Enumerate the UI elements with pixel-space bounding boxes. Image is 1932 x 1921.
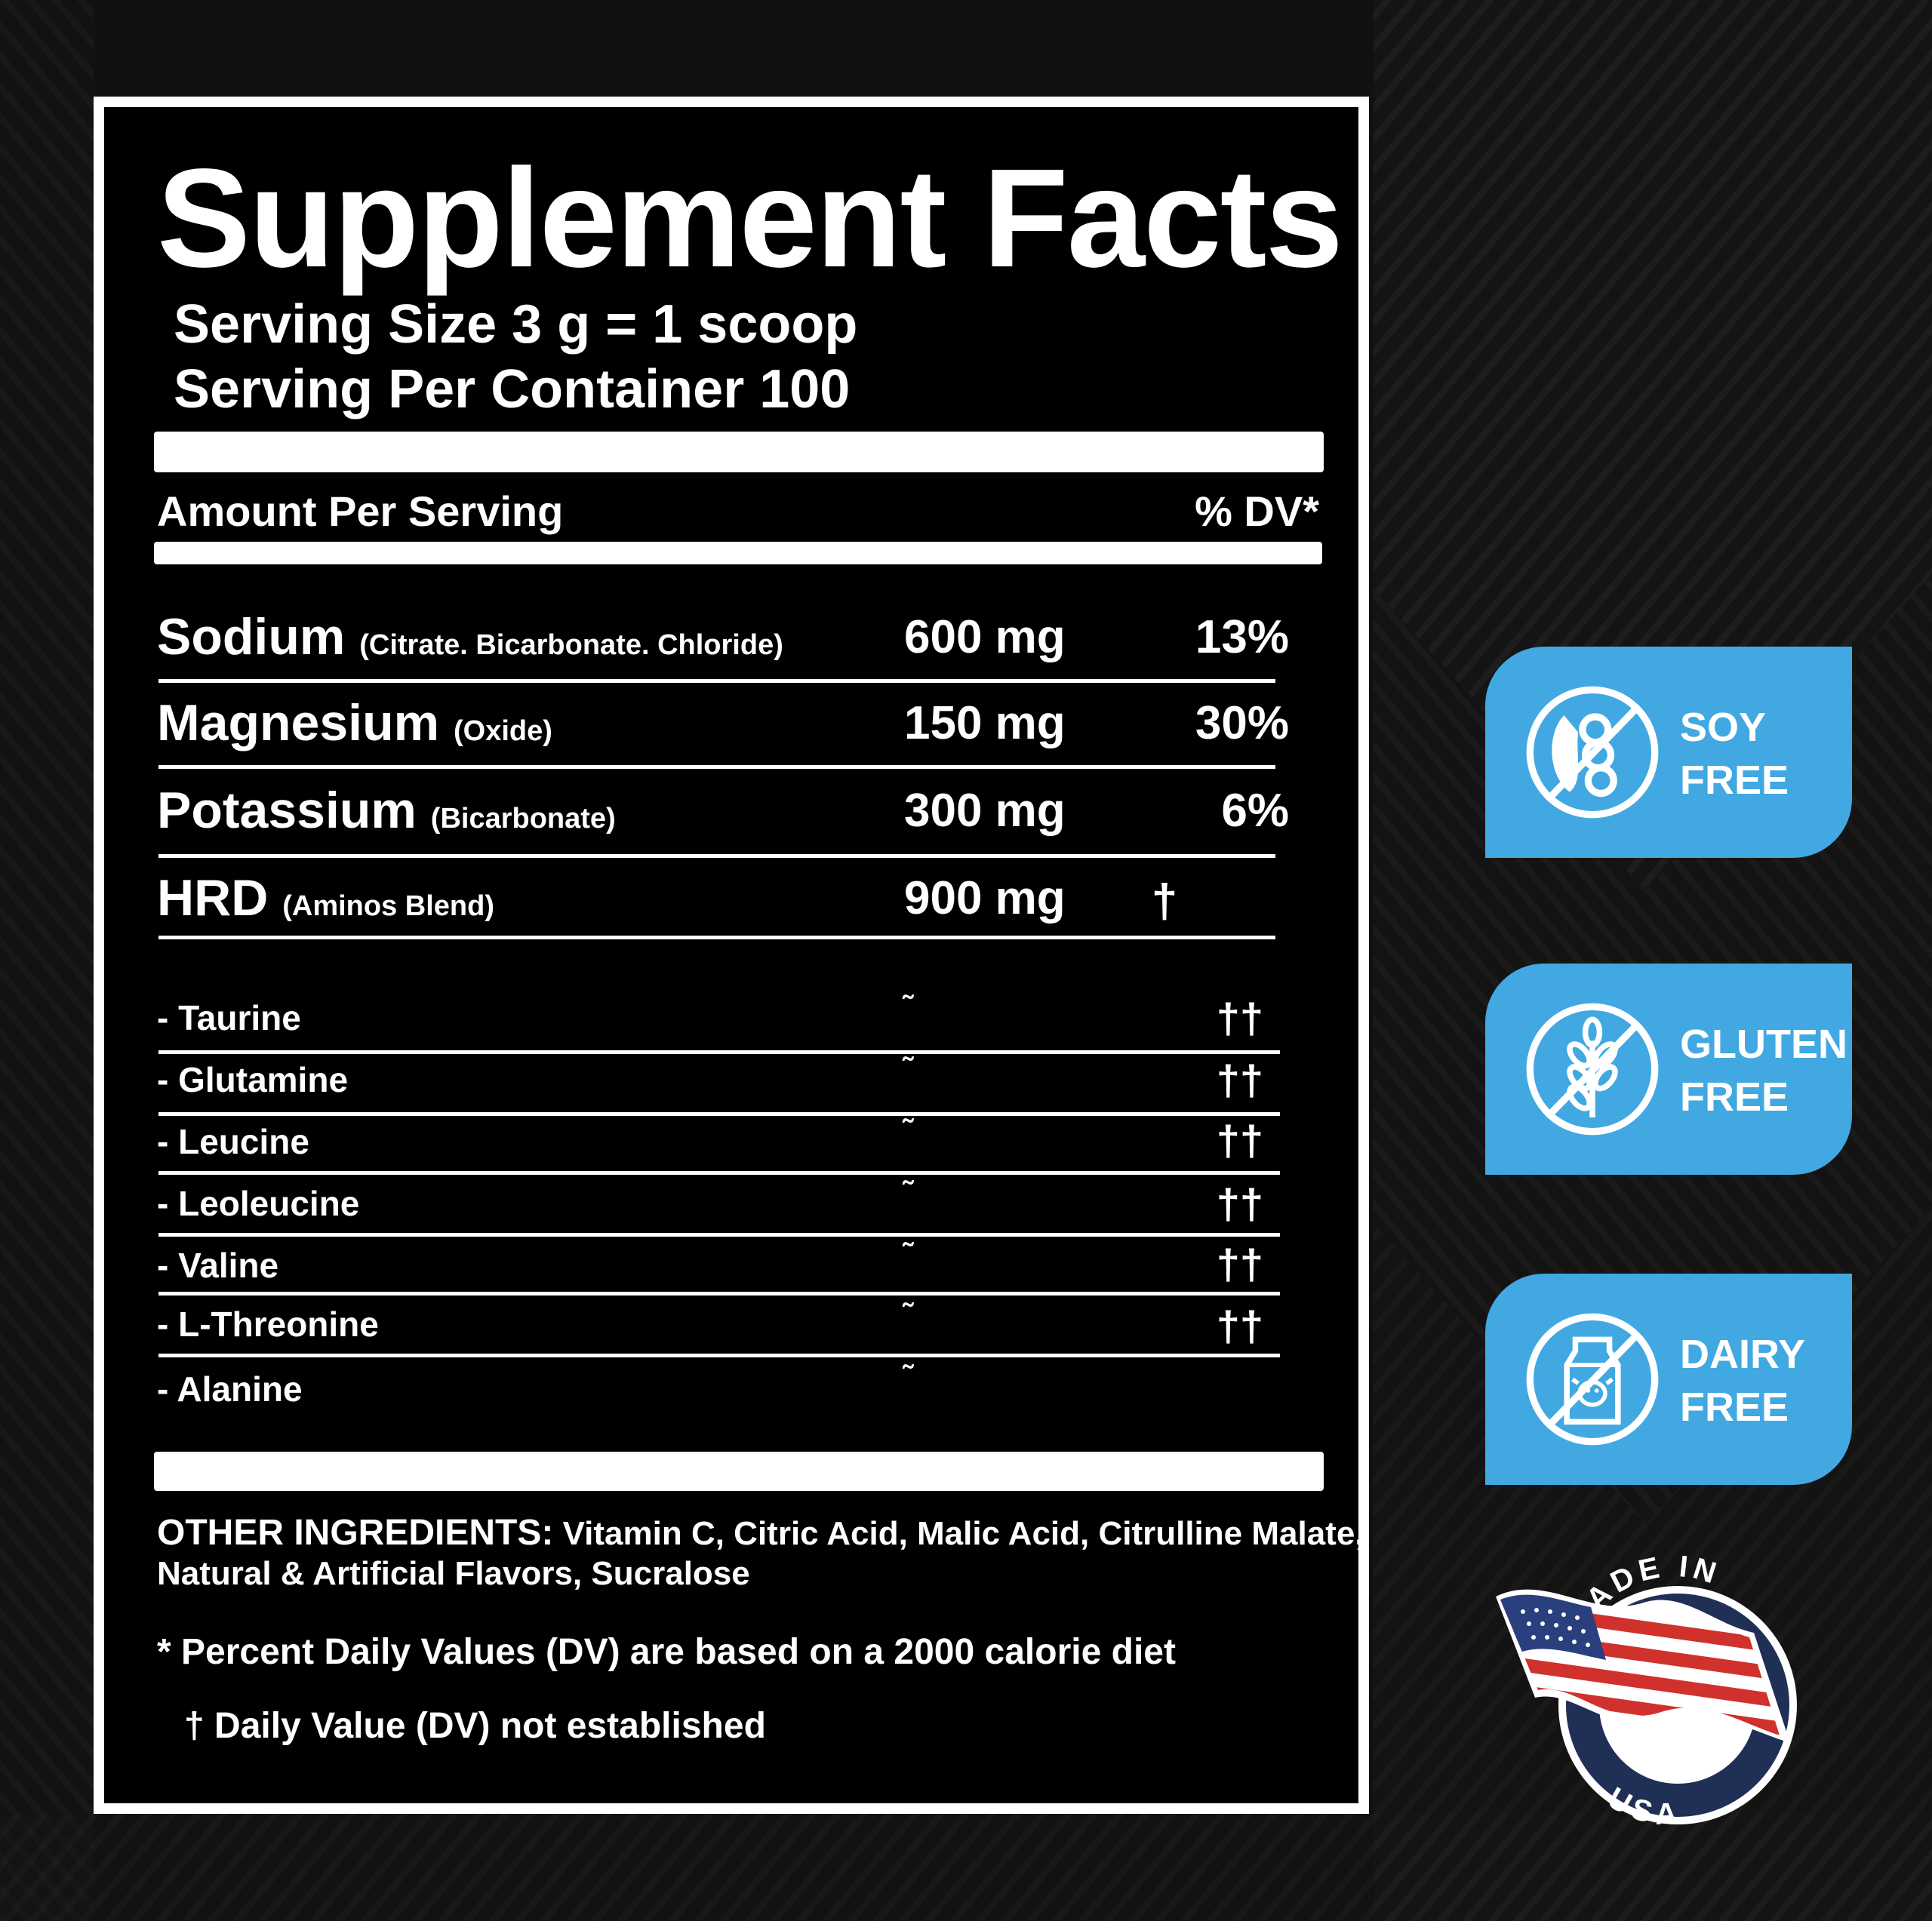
blend-ingredient-dv: †† xyxy=(1216,994,1263,1042)
blend-ingredient-dv: †† xyxy=(1216,1240,1263,1288)
blend-ingredient-dv: †† xyxy=(1216,1180,1263,1228)
no-dairy-icon xyxy=(1526,1313,1659,1446)
blend-ingredient-name: - Leucine xyxy=(157,1122,309,1161)
nutrient-name: Magnesium xyxy=(157,694,440,751)
footnote-not-established: † Daily Value (DV) not established xyxy=(184,1706,766,1746)
nutrient-amount: 300 mg xyxy=(904,785,1066,837)
thick-divider-top xyxy=(154,432,1324,472)
nutrient-dv: † xyxy=(1151,875,1178,927)
amount-per-serving-header: Amount Per Serving xyxy=(157,487,564,535)
nutrient-name: Sodium xyxy=(157,608,346,665)
row-divider xyxy=(158,854,1275,858)
row-divider xyxy=(158,1354,1280,1357)
row-divider xyxy=(158,1050,1280,1054)
nutrient-source: (Citrate. Bicarbonate. Chloride) xyxy=(359,629,783,661)
nutrient-dv: 30% xyxy=(1195,697,1289,749)
made-in-usa-seal: MADE IN USA xyxy=(1496,1554,1797,1826)
blend-ingredient-dv: †† xyxy=(1216,1302,1263,1350)
gluten-free-badge: GLUTEN FREE xyxy=(1485,964,1852,1175)
label-title: Supplement Facts xyxy=(157,140,1343,297)
other-ingredients-line1: Vitamin C, Citric Acid, Malic Acid, Citr… xyxy=(562,1515,1364,1552)
row-divider xyxy=(158,1292,1280,1296)
row-divider xyxy=(158,1112,1280,1116)
no-gluten-icon xyxy=(1526,1003,1659,1136)
dairy-free-badge: DAIRY FREE xyxy=(1485,1274,1852,1485)
other-ingredients: OTHER INGREDIENTS: Vitamin C, Citric Aci… xyxy=(157,1515,1364,1551)
badge-line1: GLUTEN xyxy=(1680,1022,1847,1067)
blend-ingredient-amount: ˜ xyxy=(903,1052,913,1085)
row-divider xyxy=(158,1233,1280,1237)
blend-ingredient-dv: †† xyxy=(1216,1056,1263,1104)
nutrient-amount: 900 mg xyxy=(904,872,1066,924)
blend-ingredient-amount: ˜ xyxy=(903,1298,913,1331)
blend-ingredient-amount: ˜ xyxy=(903,1176,913,1209)
blend-ingredient-dv: †† xyxy=(1216,1117,1263,1164)
badge-line2: FREE xyxy=(1680,1074,1789,1120)
nutrient-source: (Oxide) xyxy=(453,715,552,747)
servings-per-container: Serving Per Container 100 xyxy=(174,359,851,420)
divider-below-header xyxy=(154,542,1322,564)
blend-ingredient-amount: ˜ xyxy=(903,1360,913,1393)
other-ingredients-line2: Natural & Artificial Flavors, Sucralose xyxy=(157,1555,750,1592)
blend-ingredient-name: - Taurine xyxy=(157,998,301,1037)
supplement-facts-panel: Supplement Facts Serving Size 3 g = 1 sc… xyxy=(94,97,1369,1814)
footnote-percent-dv: * Percent Daily Values (DV) are based on… xyxy=(157,1632,1176,1672)
nutrient-source: (Bicarbonate) xyxy=(430,803,616,834)
nutrient-name: HRD xyxy=(157,869,269,927)
serving-size: Serving Size 3 g = 1 scoop xyxy=(174,294,858,355)
blend-ingredient-name: - Valine xyxy=(157,1246,279,1285)
blend-ingredient-amount: ˜ xyxy=(903,1237,913,1271)
blend-ingredient-name: - L-Threonine xyxy=(157,1305,379,1344)
nutrient-name: Potassium xyxy=(157,782,417,839)
badge-line1: SOY xyxy=(1680,705,1767,750)
badge-line2: FREE xyxy=(1680,758,1789,803)
row-divider xyxy=(158,1171,1280,1175)
thick-divider-bottom xyxy=(154,1452,1324,1491)
blend-ingredient-name: - Glutamine xyxy=(157,1060,349,1099)
row-divider xyxy=(158,936,1275,939)
badge-line1: DAIRY xyxy=(1680,1332,1806,1377)
blend-ingredient-amount: ˜ xyxy=(903,1114,913,1147)
other-ingredients-label: OTHER INGREDIENTS: xyxy=(157,1513,554,1553)
no-soy-icon xyxy=(1526,686,1659,819)
soy-free-badge: SOY FREE xyxy=(1485,647,1852,858)
blend-ingredient-name: - Leoleucine xyxy=(157,1184,360,1223)
blend-ingredient-name: - Alanine xyxy=(157,1369,303,1409)
blend-ingredient-amount: ˜ xyxy=(903,990,913,1023)
nutrient-source: (Aminos Blend) xyxy=(282,890,495,922)
nutrient-amount: 600 mg xyxy=(904,611,1066,663)
dv-header: % DV* xyxy=(1195,487,1319,535)
row-divider xyxy=(158,679,1275,683)
nutrient-dv: 13% xyxy=(1195,611,1289,663)
row-divider xyxy=(158,765,1275,769)
nutrient-dv: 6% xyxy=(1221,785,1289,837)
badge-line2: FREE xyxy=(1680,1385,1789,1430)
nutrient-amount: 150 mg xyxy=(904,697,1066,749)
